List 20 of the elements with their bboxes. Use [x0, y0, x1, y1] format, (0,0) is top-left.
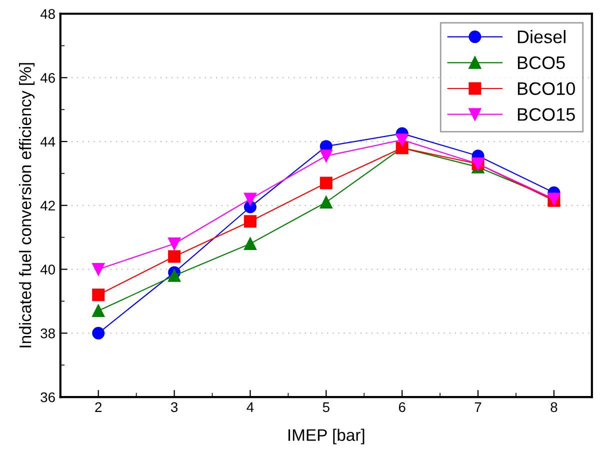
legend-label: BCO10: [518, 82, 575, 95]
x-tick-label: 3: [170, 402, 178, 412]
x-tick-label: 5: [322, 402, 330, 412]
x-tick-label: 4: [246, 402, 254, 412]
x-tick-label: 8: [550, 402, 558, 412]
y-tick-label: 46: [40, 72, 55, 83]
x-tick-label: 7: [474, 402, 482, 412]
y-tick-label: 42: [40, 200, 55, 210]
legend-label: BCO5: [518, 56, 565, 70]
y-tick-label: 40: [40, 264, 55, 274]
x-tick-label: 6: [398, 402, 406, 412]
y-axis-title: Indicated fuel conversion efficiency [%]: [19, 63, 35, 348]
legend-label: Diesel: [518, 30, 566, 44]
y-tick-label: 36: [40, 392, 55, 402]
y-tick-label: 38: [40, 328, 55, 338]
x-axis-title: IMEP [bar]: [288, 428, 364, 444]
x-tick-label: 2: [95, 402, 102, 412]
y-tick-label: 44: [40, 137, 56, 147]
y-tick-label: 48: [40, 9, 55, 19]
legend-label: BCO15: [518, 108, 575, 121]
